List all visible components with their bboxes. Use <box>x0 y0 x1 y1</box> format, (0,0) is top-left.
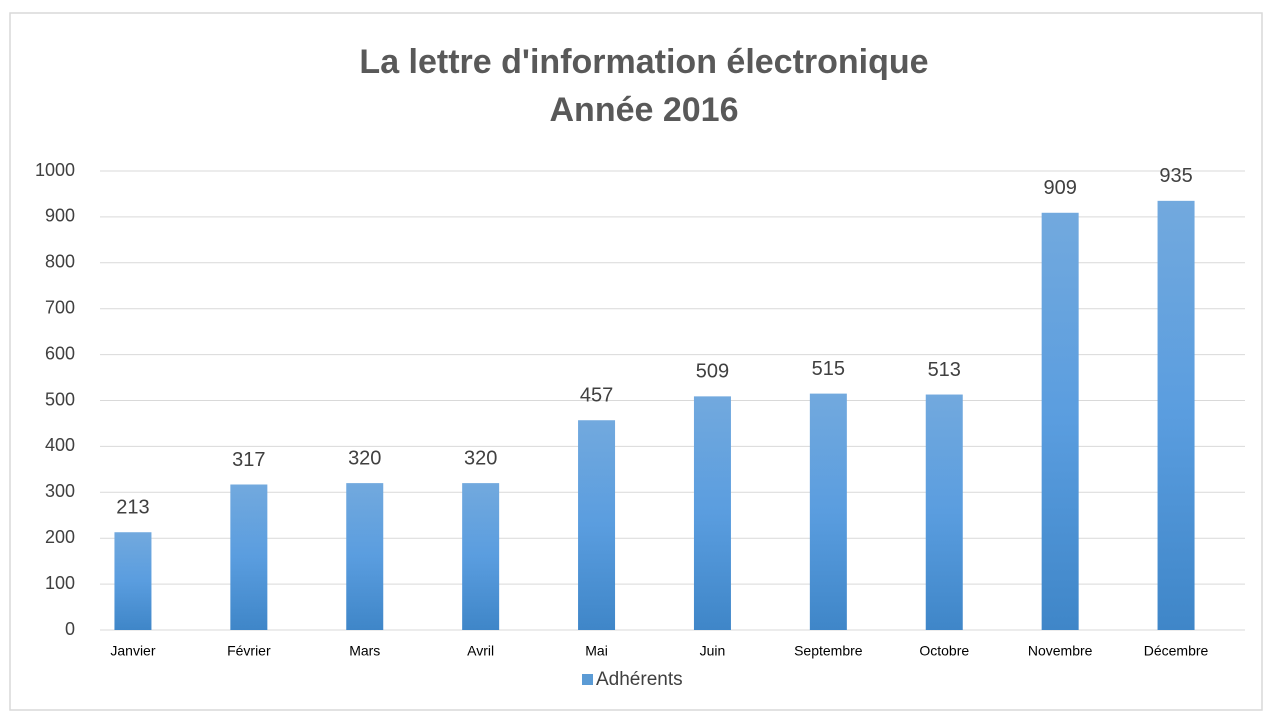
data-label: 457 <box>580 385 613 407</box>
data-label: 317 <box>232 449 265 471</box>
bar <box>693 396 731 630</box>
chart-subtitle: Année 2016 <box>550 91 739 129</box>
y-tick-label: 400 <box>45 435 75 455</box>
x-tick-label: Octobre <box>919 643 969 659</box>
y-tick-label: 0 <box>65 619 75 639</box>
bar <box>1041 212 1079 631</box>
x-tick-label: Novembre <box>1028 643 1093 659</box>
data-label: 320 <box>464 447 497 469</box>
bar <box>809 393 847 630</box>
data-label: 513 <box>928 359 961 381</box>
bar <box>346 483 384 630</box>
bar <box>230 484 268 630</box>
bar <box>578 420 616 630</box>
y-tick-label: 500 <box>45 389 75 409</box>
y-tick-label: 600 <box>45 343 75 363</box>
data-label: 515 <box>812 358 845 380</box>
chart-title: La lettre d'information électronique <box>359 43 928 81</box>
x-tick-label: Décembre <box>1144 643 1209 659</box>
bar <box>114 532 152 630</box>
bar <box>462 483 500 630</box>
x-tick-label: Juin <box>700 643 726 659</box>
x-tick-label: Mai <box>585 643 608 659</box>
x-tick-label: Septembre <box>794 643 863 659</box>
data-label: 909 <box>1043 177 1076 199</box>
data-label: 935 <box>1159 165 1192 187</box>
y-tick-label: 200 <box>45 527 75 547</box>
x-tick-label: Février <box>227 643 271 659</box>
y-tick-label: 800 <box>45 252 75 272</box>
x-tick-label: Avril <box>467 643 494 659</box>
x-tick-label: Janvier <box>110 643 155 659</box>
y-tick-label: 1000 <box>35 160 75 180</box>
y-tick-label: 100 <box>45 573 75 593</box>
y-tick-label: 700 <box>45 297 75 317</box>
data-label: 509 <box>696 361 729 383</box>
legend-swatch <box>582 674 593 685</box>
bar <box>1157 200 1195 630</box>
data-label: 213 <box>116 497 149 519</box>
legend-label: Adhérents <box>596 669 683 690</box>
y-tick-label: 300 <box>45 481 75 501</box>
data-label: 320 <box>348 447 381 469</box>
bar <box>925 394 963 630</box>
y-tick-label: 900 <box>45 206 75 226</box>
x-tick-label: Mars <box>349 643 380 659</box>
